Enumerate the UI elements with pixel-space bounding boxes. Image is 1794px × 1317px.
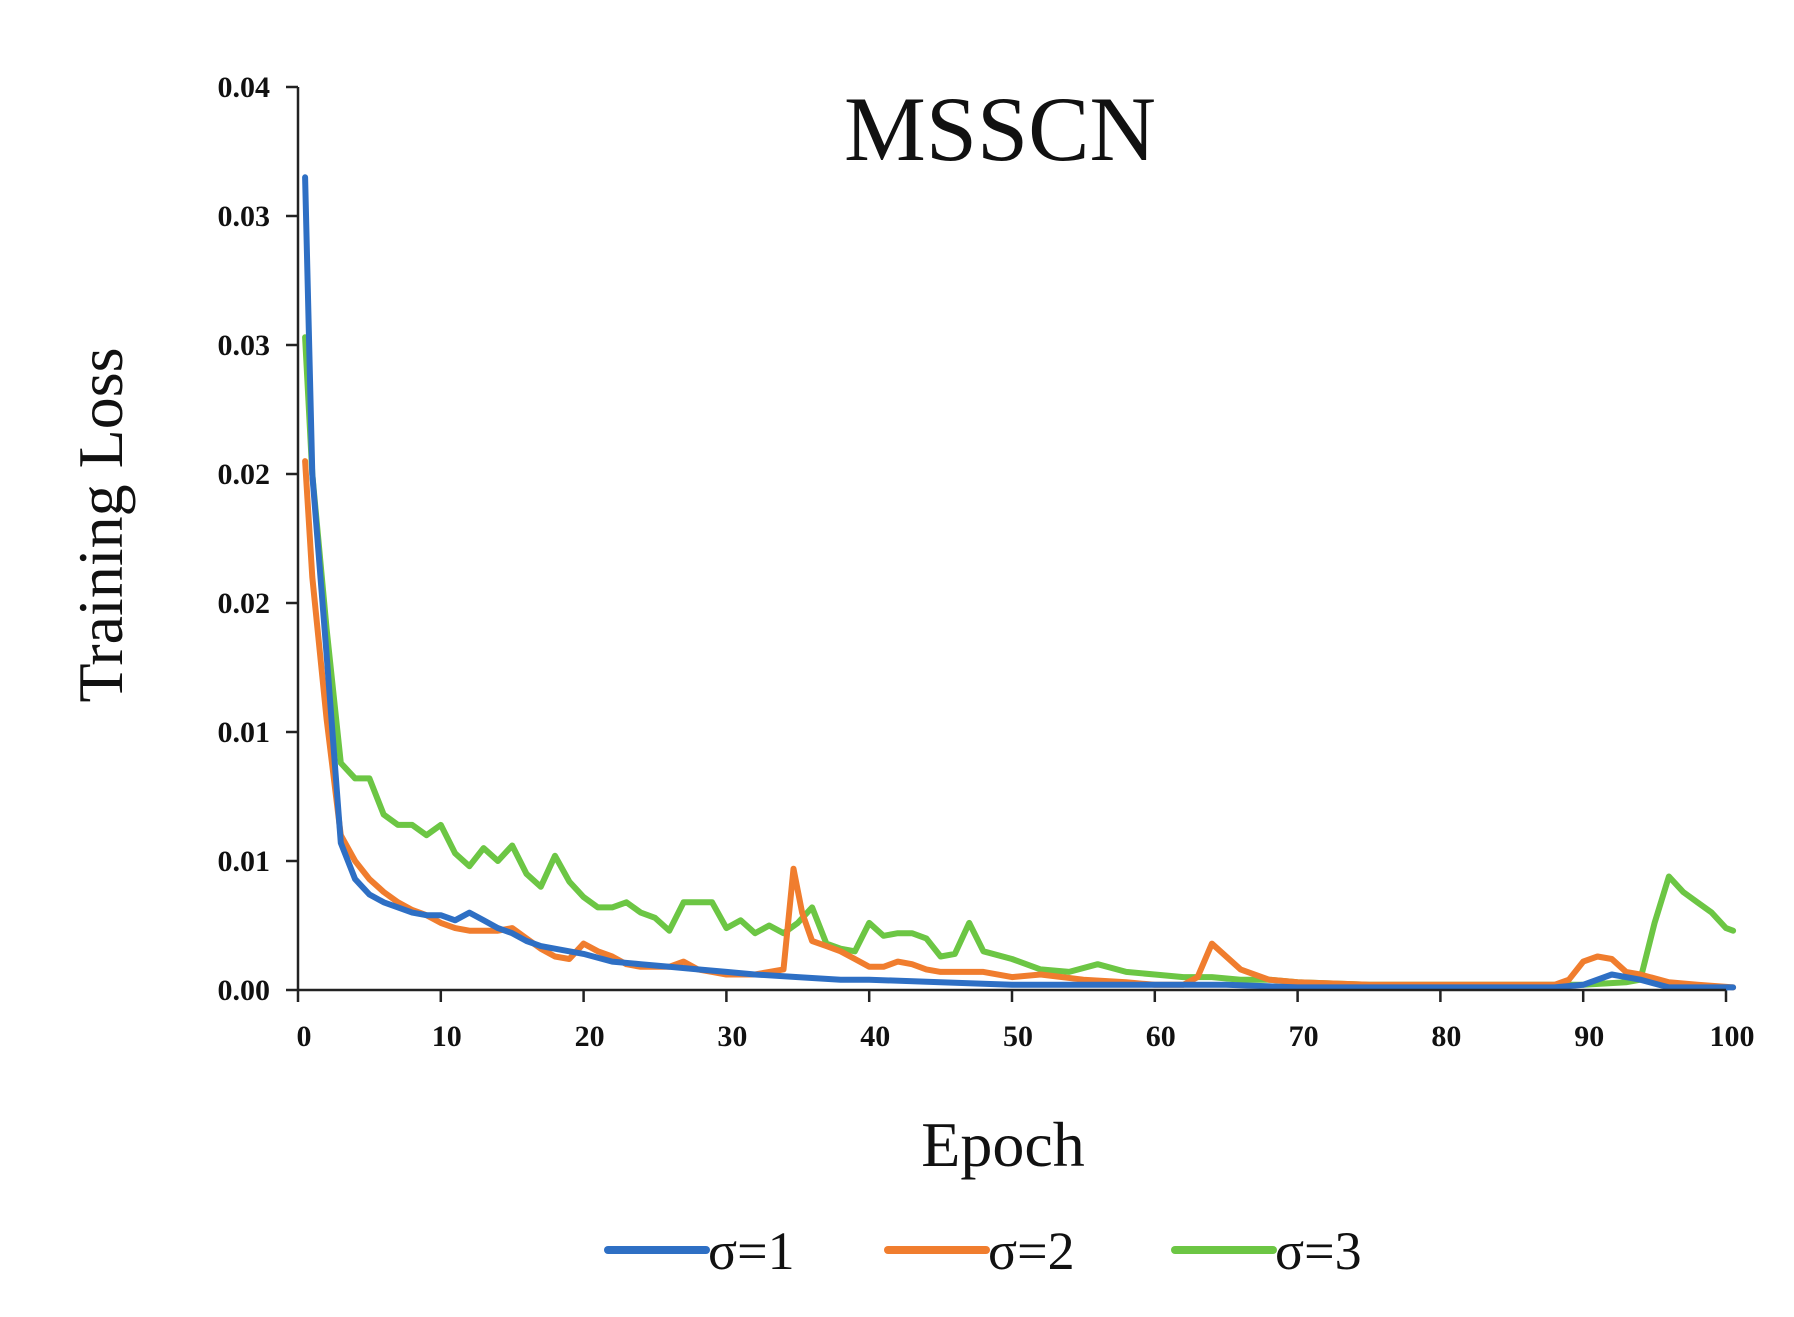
chart-title: MSSCN	[844, 78, 1156, 180]
x-tick-label: 40	[860, 1020, 890, 1053]
y-axis-title: Training Loss	[65, 347, 136, 702]
x-tick-label: 10	[432, 1020, 462, 1053]
x-tick-label: 20	[575, 1020, 605, 1053]
y-tick-label: 0.01	[218, 845, 271, 878]
y-tick-label: 0.02	[218, 458, 271, 491]
series-line-sigma-2	[302, 458, 1737, 991]
x-tick-label: 90	[1574, 1020, 1604, 1053]
y-tick-label: 0.04	[218, 71, 271, 104]
legend: σ=1 σ=2 σ=3	[604, 1221, 1362, 1281]
x-tick-label: 50	[1003, 1020, 1033, 1053]
x-axis-title: Epoch	[921, 1109, 1085, 1180]
x-tick-label: 100	[1710, 1020, 1755, 1053]
series-line-sigma-3	[302, 334, 1737, 988]
y-axis-ticks: 0.00 0.01 0.01 0.02 0.02 0.03 0.03 0.04	[218, 71, 298, 1007]
legend-label-sigma-1: σ=1	[708, 1221, 795, 1281]
x-tick-label: 60	[1146, 1020, 1176, 1053]
series-line-sigma-1	[302, 174, 1737, 991]
x-tick-label: 80	[1431, 1020, 1461, 1053]
data-series	[302, 174, 1737, 991]
x-axis-ticks: 0 10 20 30 40 50 60 70 80 90 100	[297, 990, 1755, 1053]
legend-label-sigma-2: σ=2	[988, 1221, 1075, 1281]
y-tick-label: 0.00	[218, 974, 271, 1007]
y-tick-label: 0.03	[218, 329, 271, 362]
legend-label-sigma-3: σ=3	[1275, 1221, 1362, 1281]
x-tick-label: 30	[717, 1020, 747, 1053]
y-tick-label: 0.02	[218, 587, 271, 620]
y-tick-label: 0.03	[218, 200, 271, 233]
y-tick-label: 0.01	[218, 716, 271, 749]
x-tick-label: 70	[1289, 1020, 1319, 1053]
x-tick-label: 0	[297, 1020, 312, 1053]
